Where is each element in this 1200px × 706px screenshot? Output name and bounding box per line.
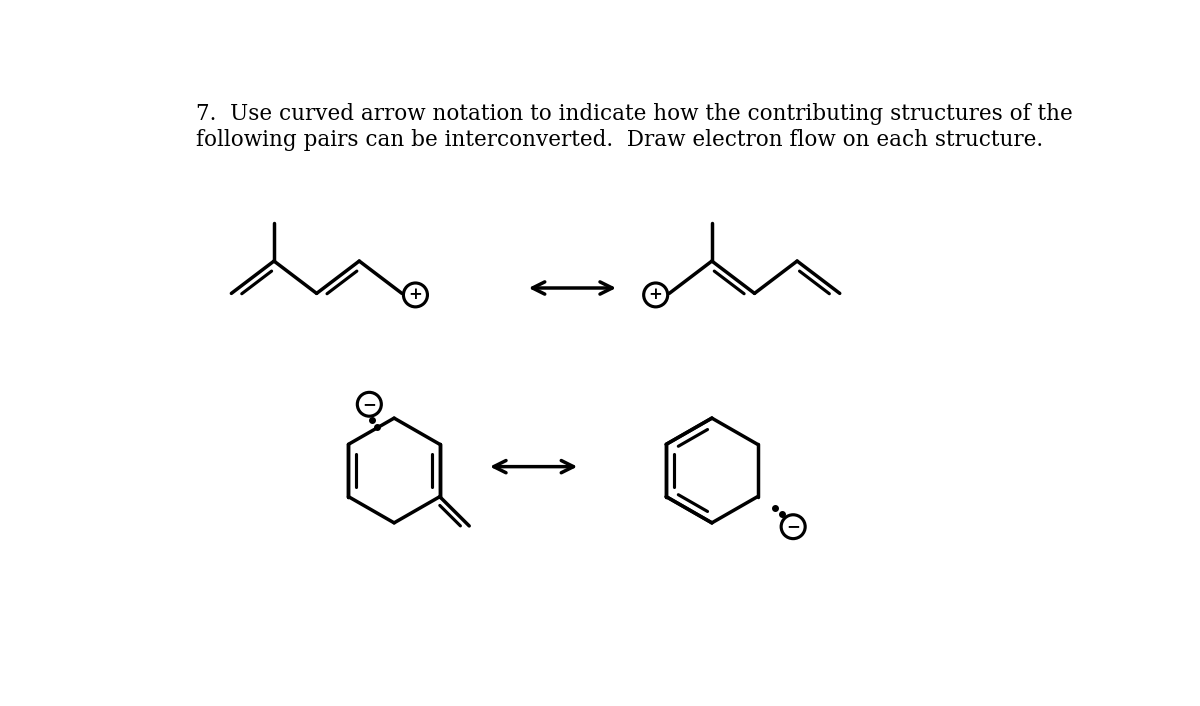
Text: +: + [408,287,422,304]
Text: +: + [649,287,662,304]
Text: −: − [362,396,377,413]
Text: −: − [786,518,800,535]
Text: 7.  Use curved arrow notation to indicate how the contributing structures of the: 7. Use curved arrow notation to indicate… [197,103,1073,125]
Text: following pairs can be interconverted.  Draw electron flow on each structure.: following pairs can be interconverted. D… [197,129,1044,151]
